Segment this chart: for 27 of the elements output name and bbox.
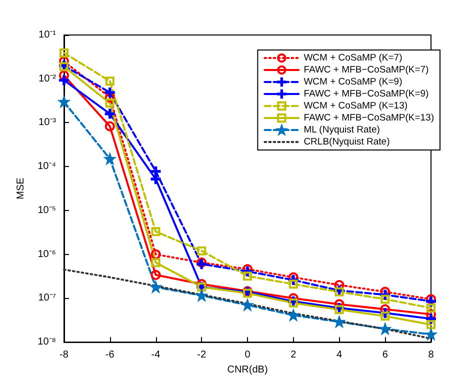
legend-label: ML (Nyquist Rate): [304, 124, 380, 136]
y-tick-label: 10⁻⁷: [38, 292, 56, 304]
x-tick-label: -2: [197, 350, 206, 361]
y-tick-label: 10⁻⁶: [38, 248, 56, 260]
y-tick-label: 10⁻⁴: [38, 161, 56, 172]
y-tick-label: 10⁻⁸: [38, 336, 56, 348]
x-tick-label: -6: [105, 350, 115, 361]
x-tick-label: 8: [428, 350, 434, 361]
legend-label: WCM + CoSaMP (K=9): [304, 76, 402, 88]
x-tick-label: 4: [336, 350, 342, 361]
legend-label: WCM + CoSaMP (K=13): [304, 100, 408, 112]
y-tick-label: 10⁻³: [38, 117, 57, 128]
legend-label: FAWC + MFB−CoSaMP(K=7): [304, 64, 429, 76]
legend-label: CRLB(Nyquist Rate): [304, 136, 390, 148]
y-tick-label: 10⁻²: [38, 73, 57, 84]
y-axis-title: MSE: [16, 177, 26, 200]
x-tick-label: 0: [244, 350, 251, 361]
legend-label: FAWC + MFB−CoSaMP(K=9): [304, 88, 429, 100]
y-tick-label: 10⁻¹: [38, 30, 57, 40]
x-tick-label: -8: [60, 350, 69, 361]
y-tick-label: 10⁻⁵: [38, 204, 56, 216]
legend-label: WCM + CoSaMP (K=7): [304, 52, 402, 64]
legend-label: FAWC + MFB−CoSaMP(K=13): [304, 112, 434, 124]
x-tick-label: 6: [382, 350, 388, 361]
x-tick-label: -4: [151, 350, 161, 361]
x-tick-label: 2: [290, 350, 297, 361]
x-axis-title: CNR(dB): [227, 364, 268, 376]
